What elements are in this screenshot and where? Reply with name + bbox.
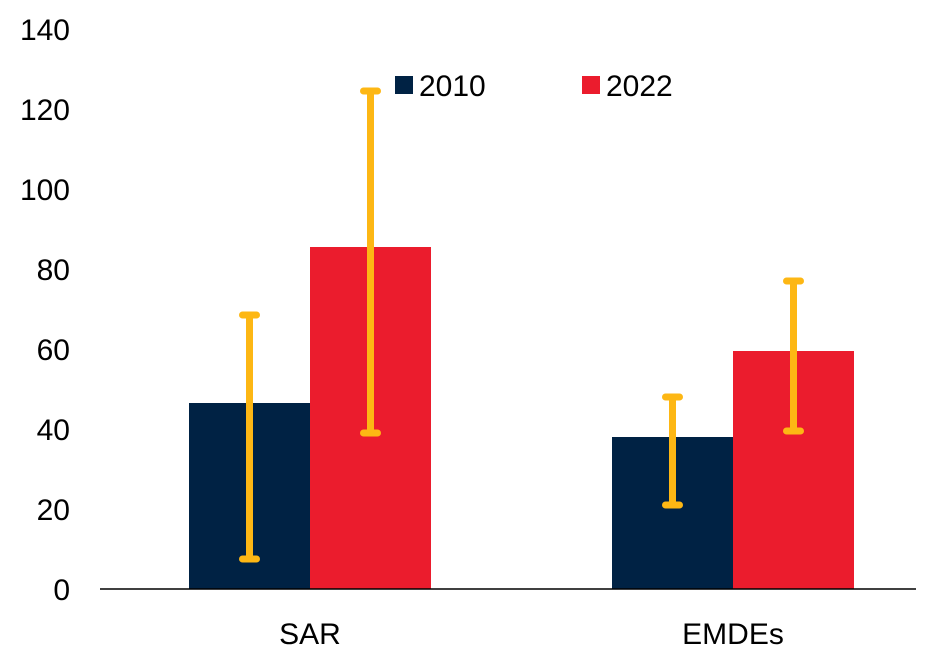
legend-item-2022: 2022 [582, 70, 673, 103]
legend: 2010 2022 [395, 70, 673, 103]
error-bars-group [239, 87, 804, 563]
x-tick-label-SAR: SAR [279, 618, 341, 647]
legend-label: 2022 [606, 70, 673, 103]
y-tick-label: 140 [20, 14, 70, 47]
y-axis-tick-labels: 0 20 40 60 80 100 120 140 [20, 14, 70, 607]
legend-label: 2010 [419, 70, 486, 103]
y-tick-label: 100 [20, 174, 70, 207]
error-bar-2010-EMDEs [662, 393, 683, 509]
bars-group [189, 247, 854, 589]
y-tick-label: 0 [53, 574, 70, 607]
error-bar-2022-SAR [360, 87, 381, 437]
error-bar-2010-SAR [239, 311, 260, 563]
error-bar-2022-EMDEs [783, 277, 804, 435]
x-axis-tick-labels: SAR EMDEs [279, 618, 784, 651]
x-tick-label-EMDEs: EMDEs [682, 618, 784, 647]
y-tick-label: 20 [37, 494, 70, 527]
y-tick-label: 60 [37, 334, 70, 367]
legend-item-2010: 2010 [395, 70, 486, 103]
legend-swatch [582, 76, 600, 94]
y-tick-label: 120 [20, 94, 70, 127]
y-tick-label: 40 [37, 414, 70, 447]
legend-swatch [395, 76, 413, 94]
y-tick-label: 80 [37, 254, 70, 287]
